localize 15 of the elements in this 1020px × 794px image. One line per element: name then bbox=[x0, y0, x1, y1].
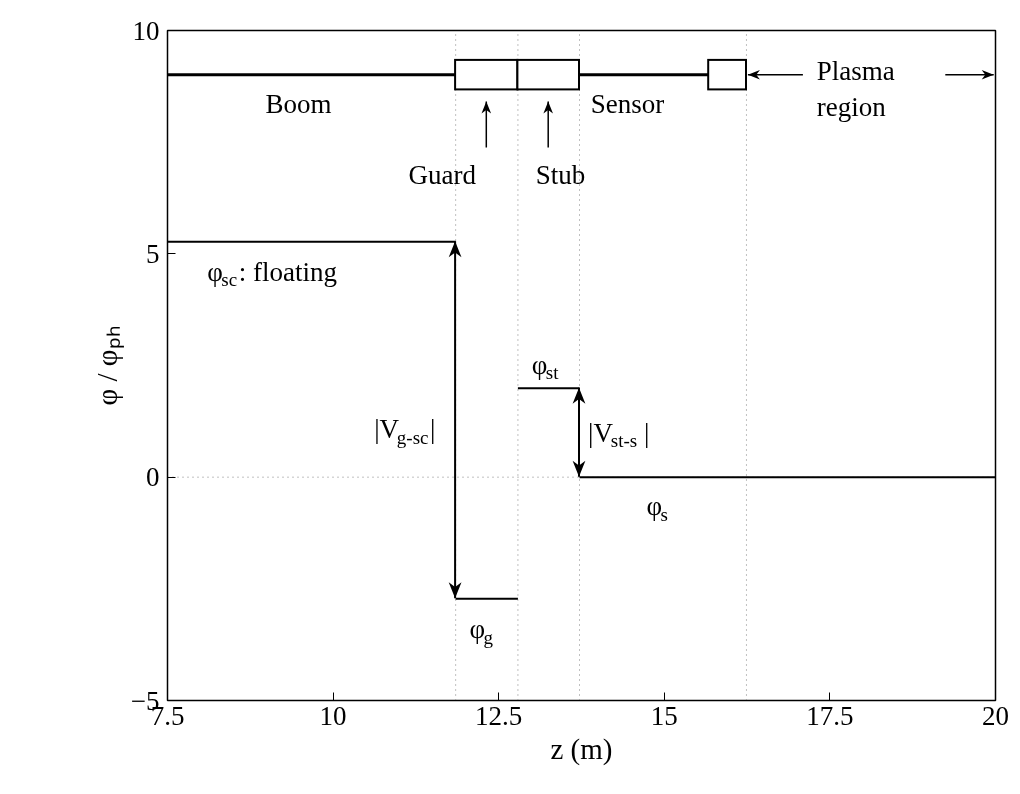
y-axis-title: φ / φₚₕ bbox=[90, 325, 124, 406]
x-tick-label: 17.5 bbox=[806, 700, 854, 731]
x-tick-label: 10 bbox=[319, 700, 347, 731]
y-tick-label: 0 bbox=[146, 462, 160, 493]
annotation: Stub bbox=[535, 160, 586, 191]
annotation: Boom bbox=[265, 89, 332, 120]
annotation: Sensor bbox=[590, 89, 665, 120]
x-tick-label: 20 bbox=[982, 700, 1009, 731]
y-tick-label: 5 bbox=[146, 238, 160, 269]
annotation: Plasma region bbox=[816, 55, 895, 122]
x-tick-label: 15 bbox=[650, 700, 678, 731]
annotation: Guard bbox=[408, 160, 477, 191]
x-tick-label: 12.5 bbox=[475, 700, 523, 731]
y-tick-label: 10 bbox=[132, 15, 160, 46]
x-axis-title: z (m) bbox=[550, 732, 613, 766]
